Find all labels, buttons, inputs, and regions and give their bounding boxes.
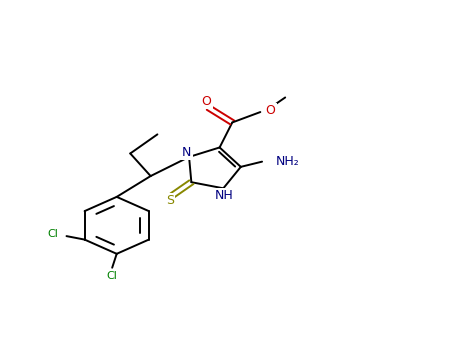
- Text: Cl: Cl: [47, 229, 58, 239]
- Text: NH₂: NH₂: [276, 155, 299, 168]
- Text: O: O: [266, 104, 276, 117]
- Text: Cl: Cl: [107, 271, 118, 281]
- Text: N: N: [182, 146, 192, 159]
- Text: O: O: [202, 95, 212, 108]
- Text: NH: NH: [215, 189, 233, 202]
- Text: S: S: [166, 195, 174, 208]
